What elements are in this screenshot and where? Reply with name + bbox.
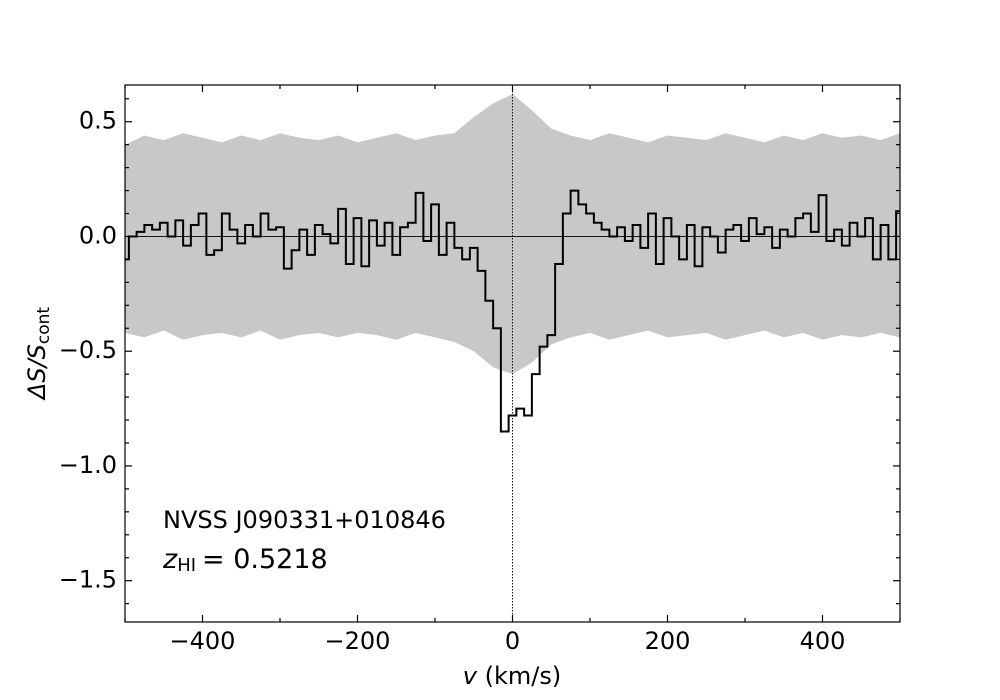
y-label-subscript: cont: [34, 307, 54, 345]
x-axis-label: v (km/s): [463, 662, 561, 690]
source-annotation: NVSS J090331+010846: [163, 506, 446, 534]
x-tick-label: −400: [170, 627, 236, 655]
spectrum-line: [125, 189, 900, 433]
y-tick-label: −1.5: [59, 566, 117, 594]
plot-area: [125, 85, 900, 622]
x-tick-label: 200: [645, 627, 691, 655]
redshift-value: = 0.5218: [202, 544, 328, 575]
x-label-symbol: v: [463, 662, 478, 690]
redshift-annotation: zHI = 0.5218: [162, 544, 328, 577]
y-tick-label: 0.5: [79, 107, 117, 135]
x-label-unit: (km/s): [485, 662, 562, 690]
redshift-symbol: z: [162, 544, 178, 575]
x-tick-label: 0: [505, 627, 520, 655]
y-axis-label: ΔS/Scont: [23, 307, 54, 402]
redshift-subscript: HI: [177, 555, 196, 576]
y-tick-label: −1.0: [59, 451, 117, 479]
y-tick-label: 0.0: [79, 221, 117, 249]
x-tick-label: 400: [800, 627, 846, 655]
y-tick-label: −0.5: [59, 336, 117, 364]
y-label-main: ΔS/S: [23, 344, 51, 401]
noise-band: [125, 94, 900, 375]
x-tick-label: −200: [325, 627, 391, 655]
